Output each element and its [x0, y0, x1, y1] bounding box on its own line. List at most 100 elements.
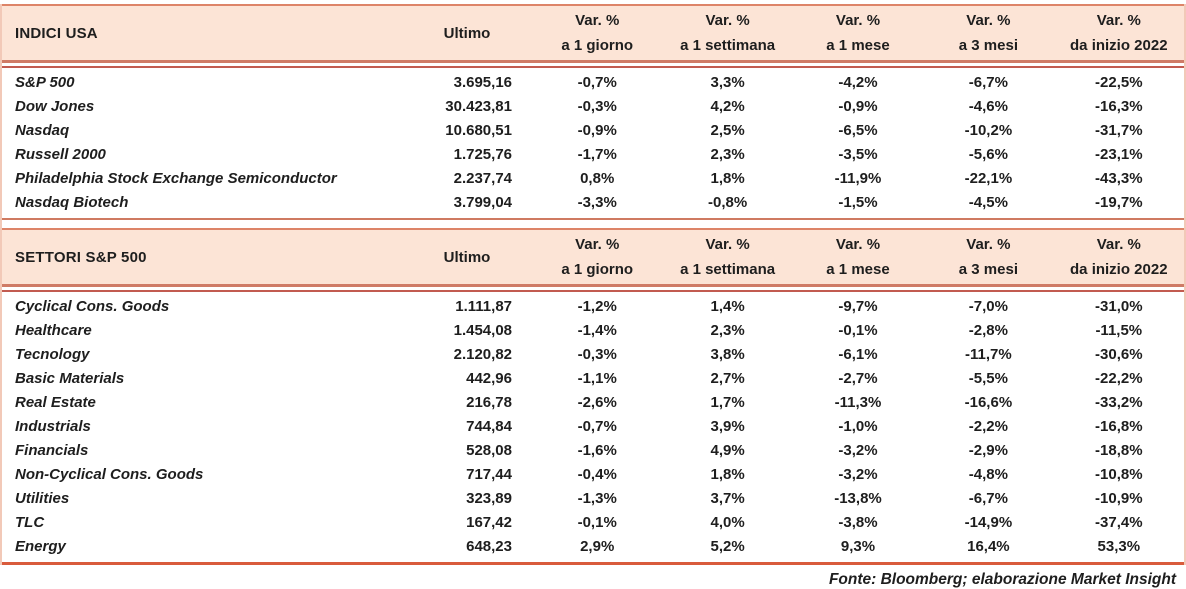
var-value: -10,2%: [964, 121, 1013, 139]
var-value: -1,3%: [577, 489, 617, 507]
var-period-label: da inizio 2022: [1070, 261, 1168, 278]
var-value: 4,0%: [710, 513, 745, 531]
var-value: -19,7%: [1095, 193, 1143, 211]
row-label: Healthcare: [15, 321, 92, 339]
ultimo-value: 1.725,76: [453, 145, 512, 163]
ultimo-value: 3.695,16: [453, 73, 512, 91]
bottom-rule: [2, 562, 1184, 565]
var-value: -0,1%: [577, 513, 617, 531]
var-value: 1,4%: [710, 297, 745, 315]
var-label: Var. %: [575, 12, 620, 29]
var-value: -1,0%: [838, 417, 878, 435]
row-label: Dow Jones: [15, 97, 95, 115]
var-period-label: da inizio 2022: [1070, 37, 1168, 54]
var-value: -1,6%: [577, 441, 617, 459]
var-value: 3,9%: [710, 417, 745, 435]
var-value: -0,9%: [577, 121, 617, 139]
var-value: 2,3%: [710, 321, 745, 339]
var-value: -10,9%: [1095, 489, 1143, 507]
var-value: 4,9%: [710, 441, 745, 459]
table-row: Non-Cyclical Cons. Goods 717,44 -0,4% 1,8% -…: [2, 462, 1184, 486]
var-value: -7,0%: [968, 297, 1008, 315]
table-row: Nasdaq 10.680,51 -0,9% 2,5% -6,5% -10,2% -31,7…: [2, 118, 1184, 142]
row-label: Utilities: [15, 489, 70, 507]
var-value: -33,2%: [1095, 393, 1143, 411]
table-row: Dow Jones 30.423,81 -0,3% 4,2% -0,9% -4,6% -16…: [2, 94, 1184, 118]
ultimo-value: 648,23: [466, 537, 512, 555]
var-value: -43,3%: [1095, 169, 1143, 187]
var-label: Var. %: [1096, 12, 1141, 29]
var-value: 9,3%: [840, 537, 876, 555]
table-row: Energy 648,23 2,9% 5,2% 9,3% 16,4% 53,3%: [2, 534, 1184, 558]
var-value: -16,6%: [964, 393, 1013, 411]
var-value: -37,4%: [1095, 513, 1143, 531]
column-header-var-1-giorno: Var. % a 1 giorno: [532, 232, 662, 282]
column-header-ultimo: Ultimo: [443, 24, 491, 42]
var-value: -4,5%: [968, 193, 1008, 211]
row-label: Real Estate: [15, 393, 96, 411]
var-label: Var. %: [966, 236, 1011, 253]
var-value: -1,7%: [577, 145, 617, 163]
table-row: Utilities 323,89 -1,3% 3,7% -13,8% -6,7% -10,9…: [2, 486, 1184, 510]
var-value: -2,7%: [838, 369, 878, 387]
var-value: 5,2%: [710, 537, 745, 555]
var-value: -31,7%: [1095, 121, 1143, 139]
var-value: -11,9%: [834, 169, 882, 187]
var-value: -4,6%: [968, 97, 1008, 115]
var-label: Var. %: [705, 236, 750, 253]
var-label: Var. %: [1096, 236, 1141, 253]
var-value: -0,9%: [838, 97, 878, 115]
var-value: -23,1%: [1095, 145, 1143, 163]
var-value: -16,3%: [1095, 97, 1143, 115]
var-value: 2,7%: [710, 369, 745, 387]
column-header-var-1-mese: Var. % a 1 mese: [793, 232, 923, 282]
ultimo-value: 442,96: [466, 369, 512, 387]
var-value: 2,3%: [710, 145, 745, 163]
var-label: Var. %: [705, 12, 750, 29]
ultimo-value: 2.120,82: [453, 345, 512, 363]
var-value: -0,4%: [577, 465, 617, 483]
table-row: Real Estate 216,78 -2,6% 1,7% -11,3% -16,6% -3…: [2, 390, 1184, 414]
table-row: TLC 167,42 -0,1% 4,0% -3,8% -14,9% -37,4%: [2, 510, 1184, 534]
var-value: 1,8%: [710, 169, 745, 187]
row-label: Industrials: [15, 417, 91, 435]
table-frame: INDICI USA Ultimo Var. % a 1 giorno Var.…: [0, 4, 1186, 565]
var-label: Var. %: [966, 12, 1011, 29]
ultimo-value: 744,84: [466, 417, 512, 435]
var-value: -13,8%: [834, 489, 882, 507]
double-rule: [2, 60, 1184, 68]
row-label: S&P 500: [15, 73, 75, 91]
source-note: Fonte: Bloomberg; elaborazione Market In…: [828, 571, 1176, 588]
var-value: -10,8%: [1095, 465, 1143, 483]
var-value: -5,6%: [968, 145, 1008, 163]
ultimo-value: 216,78: [466, 393, 512, 411]
column-header-var-1-mese: Var. % a 1 mese: [793, 8, 923, 58]
indices-rows: S&P 500 3.695,16 -0,7% 3,3% -4,2% -6,7% -22,5%…: [2, 68, 1184, 214]
var-value: -22,2%: [1095, 369, 1143, 387]
var-value: -30,6%: [1095, 345, 1143, 363]
var-value: 16,4%: [967, 537, 1010, 555]
var-value: 3,3%: [710, 73, 745, 91]
ultimo-value: 528,08: [466, 441, 512, 459]
row-label: Philadelphia Stock Exchange Semiconducto…: [15, 169, 337, 187]
var-value: 0,8%: [580, 169, 615, 187]
indices-header-band: INDICI USA Ultimo Var. % a 1 giorno Var.…: [2, 4, 1184, 60]
var-label: Var. %: [575, 236, 620, 253]
column-header-var-inizio-2022: Var. % da inizio 2022: [1054, 232, 1184, 282]
row-label: Energy: [15, 537, 66, 555]
double-rule: [2, 284, 1184, 292]
table-row: Cyclical Cons. Goods 1.111,87 -1,2% 1,4% -9,…: [2, 294, 1184, 318]
var-period-label: a 1 mese: [826, 261, 890, 278]
var-value: -0,7%: [577, 73, 617, 91]
var-period-label: a 3 mesi: [958, 37, 1018, 54]
section-divider-rule: [2, 218, 1184, 220]
var-value: -0,8%: [708, 193, 748, 211]
row-label: Nasdaq: [15, 121, 70, 139]
var-value: 53,3%: [1097, 537, 1141, 555]
section-title-indici-usa: INDICI USA: [15, 24, 98, 42]
var-value: 3,7%: [710, 489, 745, 507]
ultimo-value: 2.237,74: [453, 169, 512, 187]
var-label: Var. %: [835, 236, 881, 253]
var-value: -6,7%: [968, 489, 1008, 507]
var-value: 1,7%: [710, 393, 745, 411]
